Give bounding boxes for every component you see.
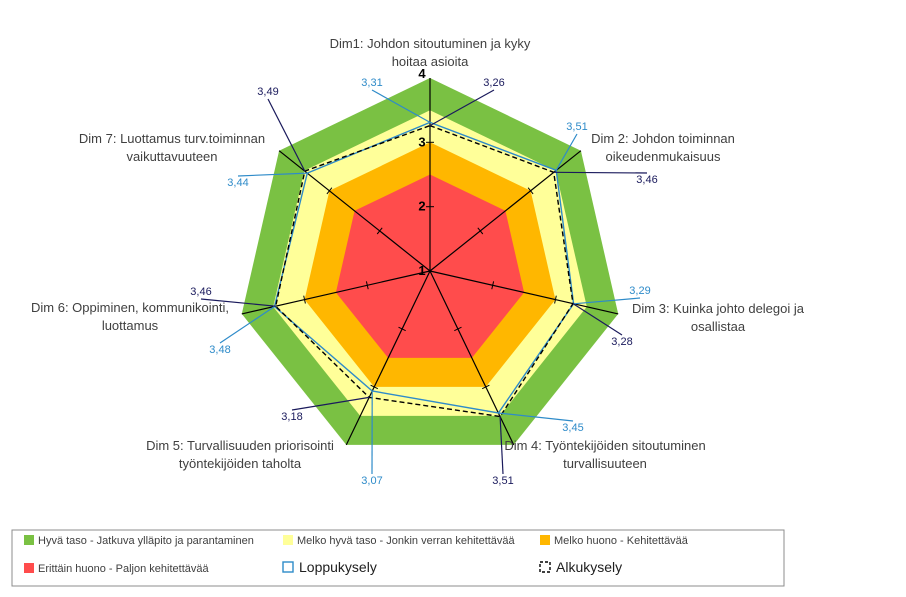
value-label-alkukysely-5: 3,18 (281, 411, 302, 423)
dimension-label-6: Dim 6: Oppiminen, kommunikointi,luottamu… (31, 300, 229, 333)
tick-label-3: 3 (418, 134, 425, 149)
value-label-loppukysely-3: 3,29 (629, 285, 650, 297)
legend-label: Erittäin huono - Paljon kehitettävää (38, 563, 209, 575)
value-label-alkukysely-6: 3,46 (190, 286, 211, 298)
legend-label: Melko huono - Kehitettävää (554, 535, 689, 547)
legend-swatch (24, 563, 34, 573)
value-label-alkukysely-4: 3,51 (492, 475, 513, 487)
value-label-loppukysely-4: 3,45 (562, 422, 583, 434)
legend-item-melko-huono: Melko huono - Kehitettävää (540, 535, 689, 547)
legend-swatch (283, 535, 293, 545)
legend-label: Alkukysely (556, 559, 622, 575)
value-label-alkukysely-3: 3,28 (611, 336, 632, 348)
value-label-loppukysely-1: 3,31 (361, 77, 382, 89)
value-label-loppukysely-2: 3,51 (566, 121, 587, 133)
value-label-alkukysely-2: 3,46 (636, 174, 657, 186)
tick-label-1: 1 (418, 263, 425, 278)
value-label-alkukysely-7: 3,49 (257, 86, 278, 98)
legend-item-hyva: Hyvä taso - Jatkuva ylläpito ja parantam… (24, 535, 254, 547)
value-label-loppukysely-6: 3,48 (209, 344, 230, 356)
legend-swatch (540, 535, 550, 545)
legend: Hyvä taso - Jatkuva ylläpito ja parantam… (12, 530, 784, 586)
legend-label: Melko hyvä taso - Jonkin verran kehitett… (297, 535, 516, 547)
legend-label: Loppukysely (299, 559, 377, 575)
legend-item-melko-hyva: Melko hyvä taso - Jonkin verran kehitett… (283, 535, 516, 547)
tick-label-2: 2 (418, 199, 425, 214)
value-leader (554, 172, 647, 173)
legend-swatch (24, 535, 34, 545)
legend-label: Hyvä taso - Jatkuva ylläpito ja parantam… (38, 535, 254, 547)
legend-item-erittain-huono: Erittäin huono - Paljon kehitettävää (24, 563, 209, 575)
value-label-loppukysely-7: 3,44 (227, 177, 248, 189)
value-label-loppukysely-5: 3,07 (361, 475, 382, 487)
value-label-alkukysely-1: 3,26 (483, 77, 504, 89)
